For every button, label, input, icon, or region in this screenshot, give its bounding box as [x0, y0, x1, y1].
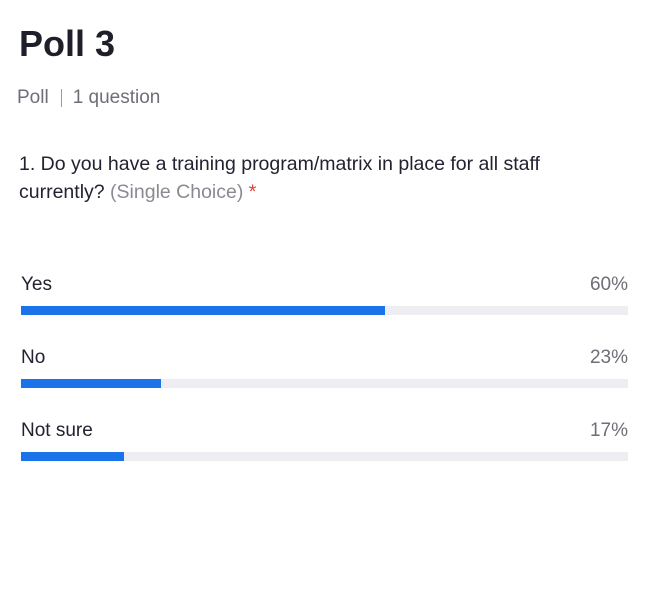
poll-title: Poll 3: [19, 23, 116, 64]
result-bar-track: [21, 306, 628, 315]
question-count: 1 question: [72, 87, 161, 108]
result-option-no: No 23%: [21, 345, 628, 418]
question-body: 1. Do you have a training program/matrix…: [19, 153, 540, 203]
option-percent: 17%: [589, 420, 628, 441]
poll-type-label: Poll: [17, 87, 49, 108]
result-bar-fill: [21, 452, 125, 461]
result-bar-track: [21, 452, 628, 461]
meta-divider: [60, 89, 62, 107]
result-option-not-sure: Not sure 17%: [21, 418, 628, 491]
option-label: Not sure: [21, 420, 93, 441]
result-option-yes: Yes 60%: [21, 272, 628, 345]
required-marker: *: [248, 181, 257, 203]
question-text: 1. Do you have a training program/matrix…: [19, 150, 619, 206]
option-label: No: [21, 347, 46, 368]
result-bar-fill: [21, 306, 386, 315]
poll-meta: Poll 1 question: [17, 86, 160, 110]
result-bar-track: [21, 379, 628, 388]
poll-results: Yes 60% No 23% Not sure 17%: [21, 272, 628, 491]
option-percent: 60%: [589, 274, 628, 295]
option-percent: 23%: [589, 347, 628, 368]
result-bar-fill: [21, 379, 161, 388]
option-label: Yes: [21, 274, 52, 295]
question-type: (Single Choice): [110, 181, 244, 203]
